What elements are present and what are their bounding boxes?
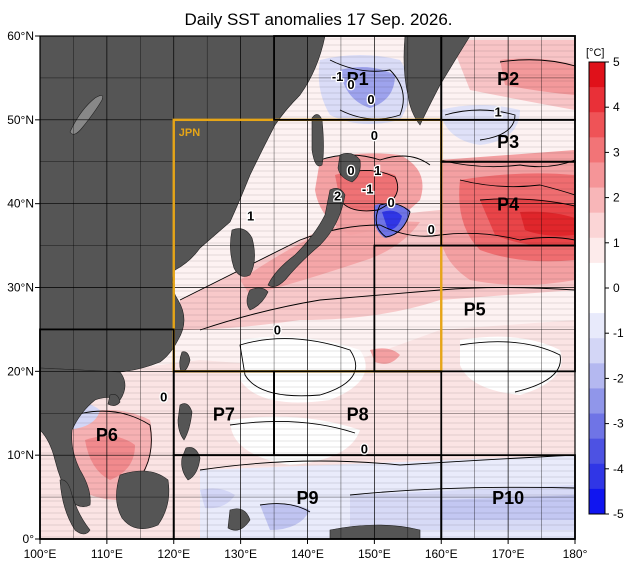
colorbar-swatch	[589, 288, 605, 314]
colorbar-tick-label: 1	[613, 236, 620, 250]
contour-label: 0	[361, 441, 368, 456]
region-label-p8: P8	[347, 404, 369, 424]
lon-tick-label: 130°E	[224, 547, 257, 561]
map-title: Daily SST anomalies 17 Sep. 2026.	[184, 10, 453, 29]
contour-label: 1	[494, 104, 501, 119]
contour-label: 0	[347, 163, 354, 178]
contour-label: 0	[371, 128, 378, 143]
colorbar-tick-label: -4	[613, 462, 624, 476]
contour-label: 0	[160, 389, 167, 404]
lon-tick-label: 110°E	[91, 547, 123, 561]
colorbar-swatch	[589, 438, 605, 465]
lat-tick-label: 40°N	[7, 197, 34, 211]
colorbar-tick-label: -1	[613, 326, 624, 340]
region-label-p4: P4	[497, 195, 519, 215]
region-label-p3: P3	[497, 132, 519, 152]
contour-label: 0	[347, 77, 354, 92]
colorbar-tick-label: -2	[613, 371, 624, 385]
colorbar-tick-label: 3	[613, 145, 620, 159]
region-label-p10: P10	[492, 488, 524, 508]
contour-label: 1	[247, 208, 254, 223]
lat-tick-label: 10°N	[7, 448, 34, 462]
colorbar-swatch	[589, 313, 605, 339]
latitude-axis-labels: 0° 10°N 20°N 30°N 40°N 50°N 60°N	[7, 29, 40, 546]
colorbar-tick-label: 0	[613, 281, 620, 295]
lon-tick-label: 140°E	[291, 547, 324, 561]
lon-tick-label: 160°E	[425, 547, 458, 561]
contour-label: -1	[362, 182, 374, 197]
lat-tick-label: 30°N	[7, 281, 34, 295]
colorbar-swatch	[589, 262, 605, 289]
colorbar-swatch	[589, 363, 605, 389]
colorbar-swatch	[589, 413, 605, 440]
region-label-jpn: JPN	[179, 127, 200, 139]
colorbar-swatch	[589, 212, 605, 239]
contour-label: 1	[374, 163, 381, 178]
region-label-p9: P9	[296, 488, 318, 508]
colorbar-swatch	[589, 388, 605, 415]
colorbar-swatch	[589, 488, 605, 515]
colorbar-swatch	[589, 162, 605, 189]
lat-tick-label: 50°N	[7, 113, 34, 127]
lat-tick-label: 20°N	[7, 364, 34, 378]
colorbar-tick-label: 4	[613, 100, 620, 114]
region-label-p2: P2	[497, 69, 519, 89]
colorbar-swatch	[589, 87, 605, 113]
colorbar-swatch	[589, 137, 605, 163]
colorbar-tick-label: -5	[613, 507, 624, 521]
colorbar-unit: [°C]	[586, 47, 604, 59]
contour-label: 0	[367, 92, 374, 107]
region-label-p1: P1	[347, 69, 369, 89]
contour-label: 2	[334, 188, 341, 203]
colorbar-tick-label: 2	[613, 191, 620, 205]
lat-tick-label: 0°	[23, 532, 35, 546]
region-label-p7: P7	[213, 404, 235, 424]
colorbar-swatch	[589, 338, 605, 364]
region-label-p5: P5	[464, 299, 486, 319]
colorbar-swatch	[589, 463, 605, 490]
contour-lines	[59, 59, 575, 513]
colorbar-tick-label: 5	[613, 55, 620, 69]
contour-label: 0	[428, 222, 435, 237]
lon-tick-label: 170°E	[492, 547, 525, 561]
colorbar-tick-label: -3	[613, 417, 624, 431]
lon-tick-label: 150°E	[358, 547, 391, 561]
colorbar-swatch	[589, 187, 605, 214]
colorbar: [°C] 5 4 3 2 1 0 -1 -2 -3 -4 -5	[586, 47, 624, 521]
lat-tick-label: 60°N	[7, 29, 34, 43]
longitude-axis-labels: 100°E 110°E 120°E 130°E 140°E 150°E 160°E 170°E…	[24, 539, 588, 561]
contour-label: 0	[387, 195, 394, 210]
colorbar-swatch	[589, 112, 605, 138]
lon-tick-label: 100°E	[24, 547, 57, 561]
contour-label: -1	[332, 69, 344, 84]
region-boxes: JPN P1 P2 P3 P4 P5 P6 P7 P8 P9 P10	[39, 35, 576, 540]
lon-tick-label: 120°E	[157, 547, 190, 561]
lon-tick-label: 180°	[563, 547, 588, 561]
colorbar-swatch	[589, 237, 605, 264]
region-label-p6: P6	[96, 425, 118, 445]
contour-label: 0	[274, 322, 281, 337]
colorbar-swatch	[589, 62, 605, 88]
